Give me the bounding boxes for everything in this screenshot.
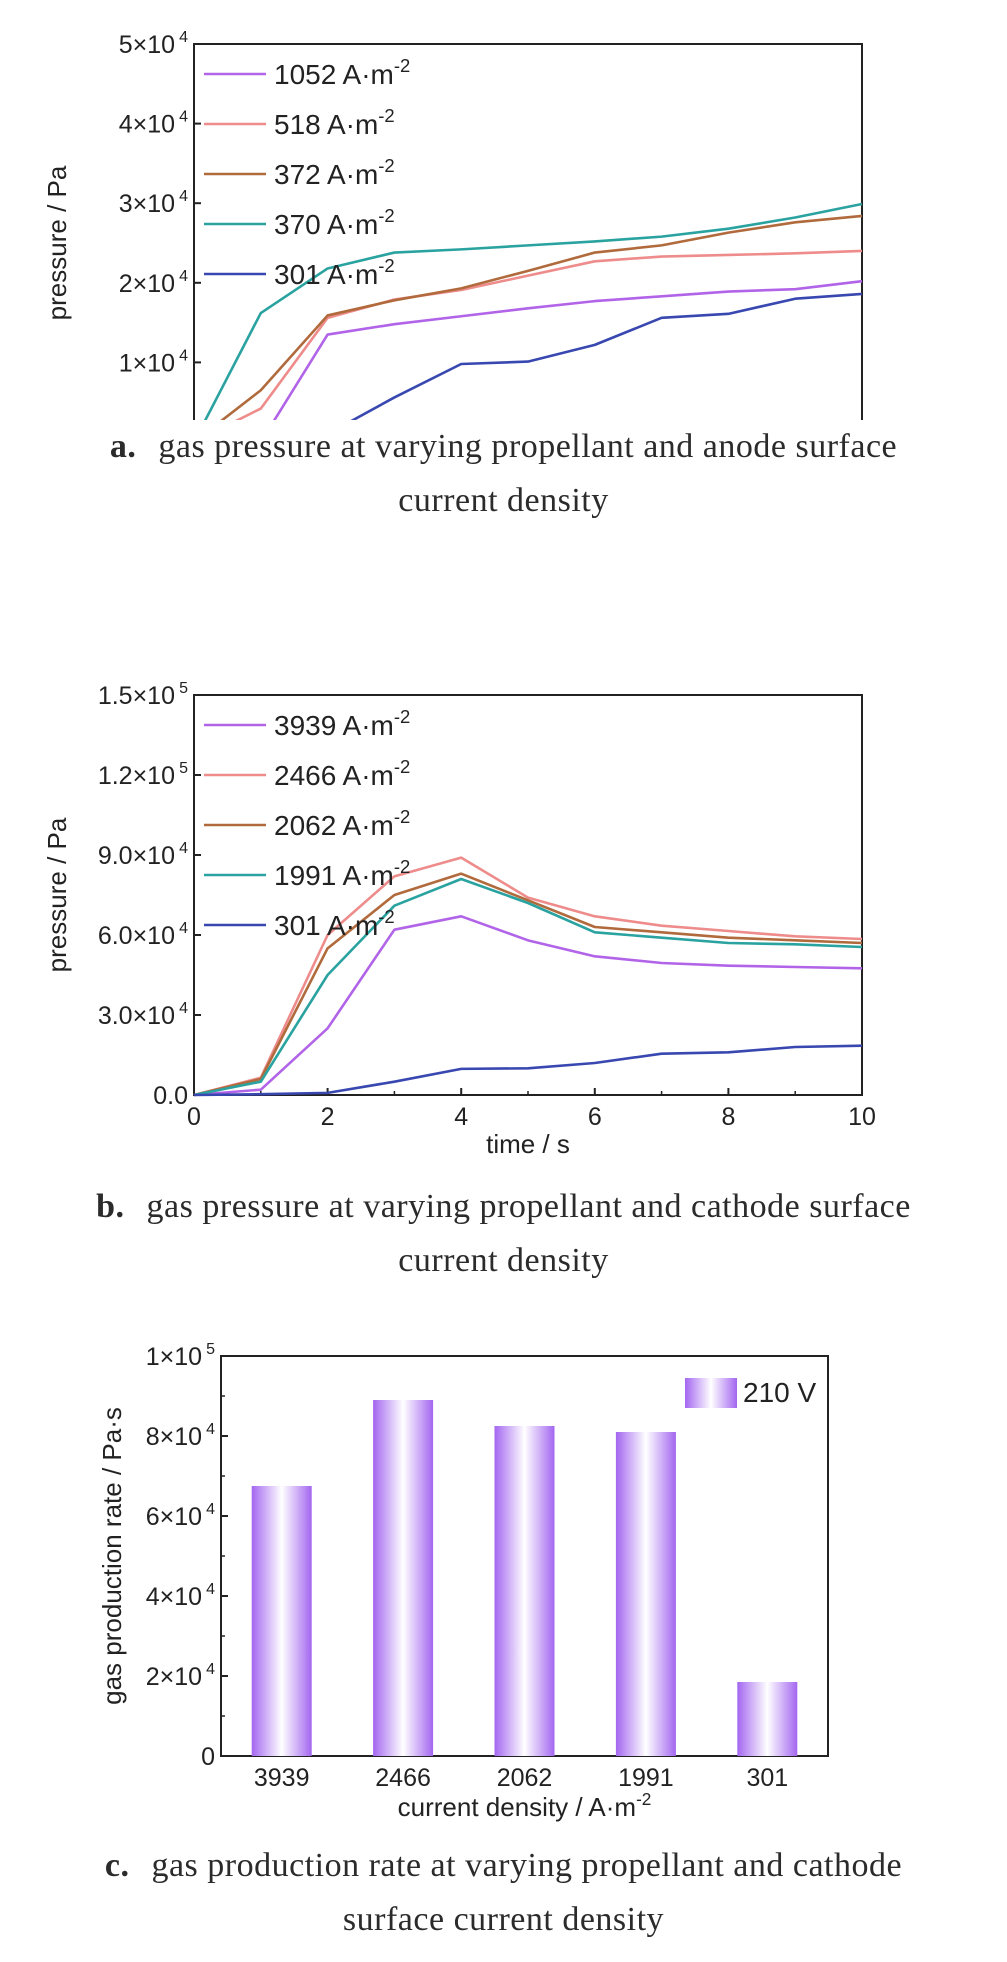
series-line [193,1044,863,1097]
legend-label: 2062 A·m-2 [274,806,410,841]
caption-letter: a. [109,428,137,465]
caption-b: b. gas pressure at varying propellant and… [0,1180,1007,1288]
legend-label: 3939 A·m-2 [274,706,410,741]
figure-b: 0 2 4 6 8 10 0.0 3.0×10 4 6.0×10 4 9.0×10 4 1.2×10 5 1.… [0,660,1007,1300]
y-tick-exponent: 4 [179,1000,188,1017]
y-tick-label: 3.0×10 [98,1002,175,1030]
legend-label: 1991 A·m-2 [274,856,410,891]
y-tick-label: 9.0×10 [98,842,175,870]
y-tick-exponent: 4 [179,347,188,364]
y-axis-label: pressure / Pa [42,165,72,320]
bar [615,1432,676,1756]
series-line [350,292,863,420]
series-line [203,202,863,420]
y-tick-label: 4×10 [119,111,175,139]
bar [373,1400,434,1756]
y-tick-exponent: 5 [206,1341,215,1358]
series-line [272,279,863,420]
caption-text-line1: gas pressure at varying propellant and c… [146,1188,911,1225]
y-tick-label: 8×10 [146,1423,202,1451]
bar [494,1426,555,1756]
y-tick-exponent: 4 [206,1501,215,1518]
y-tick-exponent: 4 [206,1581,215,1598]
x-axis-label: time / s [486,1129,570,1159]
y-tick-exponent: 4 [179,109,188,126]
x-tick-label: 301 [746,1764,788,1792]
y-tick-exponent: 5 [179,680,188,697]
y-tick-exponent: 4 [179,268,188,285]
caption-a: a. gas pressure at varying propellant and… [0,420,1007,528]
y-tick-exponent: 4 [179,188,188,205]
plot-frame [193,43,863,420]
bar [251,1486,312,1756]
y-tick-label: 2×10 [146,1663,202,1691]
figure-c: 0 2×10 4 4×10 4 6×10 4 8×10 4 1×10 5 3939 2466 2062 19… [0,1315,1007,1962]
series-line [220,214,863,420]
x-tick-label: 3939 [254,1764,310,1792]
caption-text-line2: current density [398,1242,609,1279]
y-tick-exponent: 4 [179,920,188,937]
series-line [193,856,863,1097]
bar [737,1682,798,1756]
x-tick-label: 2062 [497,1764,553,1792]
plot-frame [193,694,863,1096]
y-tick-label: 6.0×10 [98,922,175,950]
y-tick-label: 0.0 [153,1082,188,1110]
x-tick-label: 1991 [618,1764,674,1792]
x-tick-label: 8 [721,1103,735,1131]
x-tick-label: 4 [454,1103,468,1131]
y-tick-label: 4×10 [146,1583,202,1611]
caption-text-line2: current density [398,482,609,519]
series-line [193,872,863,1097]
x-axis-label: current density / A·m-2 [398,1789,652,1822]
legend-label: 1052 A·m-2 [274,55,410,90]
series-line [193,877,863,1097]
legend-label: 518 A·m-2 [274,105,395,140]
caption-text-line1: gas production rate at varying propellan… [151,1847,903,1884]
caption-letter: c. [104,1847,130,1884]
y-tick-label: 6×10 [146,1503,202,1531]
y-tick-label: 3×10 [119,190,175,218]
legend-label: 370 A·m-2 [274,205,395,240]
y-tick-label: 1×10 [119,349,175,377]
y-tick-label: 1×10 [146,1343,202,1371]
series-line [235,249,863,420]
caption-text-line1: gas pressure at varying propellant and a… [158,428,898,465]
chart-b: 0 2 4 6 8 10 0.0 3.0×10 4 6.0×10 4 9.0×10 4 1.2×10 5 1.… [0,660,1007,1180]
chart-b-svg: 0 2 4 6 8 100.03.0×10 46.0×10 49.0×10 41.2×10 51.… [42,680,876,1159]
x-tick-label: 2466 [375,1764,431,1792]
y-axis-label: gas production rate / Pa·s [97,1407,127,1705]
x-tick-label: 6 [588,1103,602,1131]
y-tick-exponent: 4 [179,840,188,857]
legend-swatch [685,1378,737,1408]
legend-label: 301 A·m-2 [274,906,395,941]
y-tick-exponent: 4 [206,1421,215,1438]
legend-label: 2466 A·m-2 [274,756,410,791]
y-tick-exponent: 4 [206,1661,215,1678]
legend-label: 301 A·m-2 [274,255,395,290]
x-tick-label: 2 [321,1103,335,1131]
x-tick-label: 10 [848,1103,876,1131]
y-tick-label: 1.5×10 [98,682,175,710]
y-tick-exponent: 4 [179,29,188,46]
y-tick-label: 2×10 [119,270,175,298]
legend-label: 372 A·m-2 [274,155,395,190]
x-tick-label: 0 [187,1103,201,1131]
caption-text-line2: surface current density [342,1901,665,1938]
chart-c: 0 2×10 4 4×10 4 6×10 4 8×10 4 1×10 5 3939 2466 2062 19… [0,1315,1007,1835]
y-axis-label: pressure / Pa [42,817,72,972]
legend-label: 210 V [743,1377,816,1408]
y-tick-label: 0 [201,1743,215,1771]
y-tick-label: 5×10 [119,31,175,59]
caption-c: c. gas production rate at varying propell… [0,1839,1007,1947]
y-tick-label: 1.2×10 [98,762,175,790]
caption-letter: b. [96,1188,125,1225]
y-tick-exponent: 5 [179,760,188,777]
series-line [193,915,863,1097]
